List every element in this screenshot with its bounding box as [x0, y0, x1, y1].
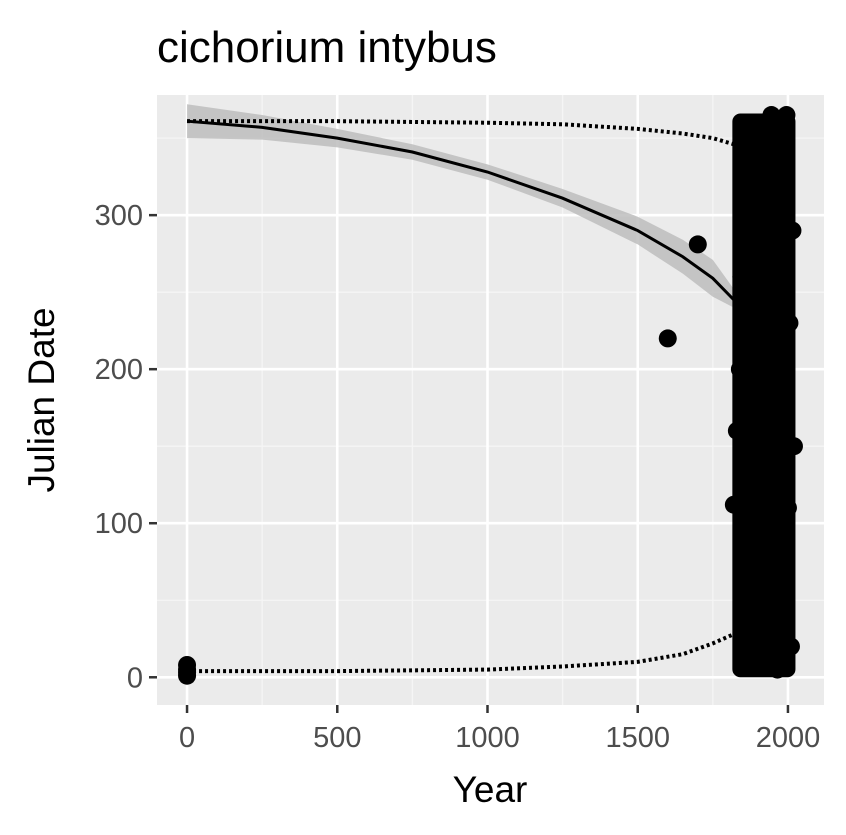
data-point: [730, 360, 749, 379]
fit-line-layer: [186, 119, 735, 301]
lower-dotted-series: [187, 626, 745, 674]
data-point: [750, 159, 769, 178]
dotted-series-layer: [187, 119, 745, 674]
data-point: [780, 313, 799, 332]
data-point: [747, 290, 766, 309]
y-axis-title: Julian Date: [21, 307, 62, 492]
x-tick-label: 2000: [756, 722, 821, 754]
data-point: [783, 221, 802, 240]
data-point: [777, 106, 796, 125]
x-tick-label: 0: [179, 722, 195, 754]
data-point: [178, 655, 197, 674]
data-point: [735, 190, 754, 209]
x-tick-label: 500: [313, 722, 361, 754]
data-point: [760, 629, 779, 648]
data-point: [753, 483, 772, 502]
y-tick-label: 300: [95, 200, 143, 232]
data-point: [741, 206, 760, 225]
data-point: [757, 344, 776, 363]
data-point: [733, 313, 752, 332]
chart-title: cichorium intybus: [157, 23, 497, 72]
data-point: [738, 472, 757, 491]
data-point: [784, 437, 803, 456]
data-point: [763, 452, 782, 471]
data-point: [748, 606, 767, 625]
data-point: [771, 375, 790, 394]
data-point: [774, 206, 793, 225]
x-axis-title: Year: [453, 769, 528, 810]
data-point: [739, 565, 758, 584]
data-point: [768, 660, 787, 679]
data-point: [759, 252, 778, 271]
data-point: [781, 637, 800, 656]
data-point: [727, 421, 746, 440]
data-point: [744, 537, 763, 556]
upper-dotted-series: [187, 119, 744, 151]
data-point: [742, 144, 761, 163]
data-point: [688, 235, 707, 254]
x-axis-ticks: 0 500 1000 1500 2000: [179, 705, 820, 754]
points-layer: [178, 106, 803, 685]
data-point: [732, 267, 751, 286]
plot-panel: [157, 95, 824, 705]
data-point: [756, 575, 775, 594]
data-point: [775, 406, 794, 425]
y-tick-label: 0: [127, 662, 143, 694]
x-tick-label: 1000: [455, 722, 520, 754]
data-point: [724, 495, 743, 514]
data-point: [658, 329, 677, 348]
data-point: [736, 236, 755, 255]
data-point: [745, 437, 764, 456]
data-point: [778, 498, 797, 517]
y-tick-label: 100: [95, 508, 143, 540]
fit-line: [186, 119, 735, 301]
data-point: [769, 283, 788, 302]
data-point: [765, 521, 784, 540]
data-point: [754, 121, 773, 140]
data-point: [751, 391, 770, 409]
y-axis-ticks: 0 100 200 300: [95, 200, 157, 694]
data-point: [766, 175, 785, 194]
x-tick-label: 1500: [605, 722, 670, 754]
data-point: [772, 591, 791, 610]
y-tick-label: 200: [95, 354, 143, 386]
data-point: [762, 106, 781, 125]
